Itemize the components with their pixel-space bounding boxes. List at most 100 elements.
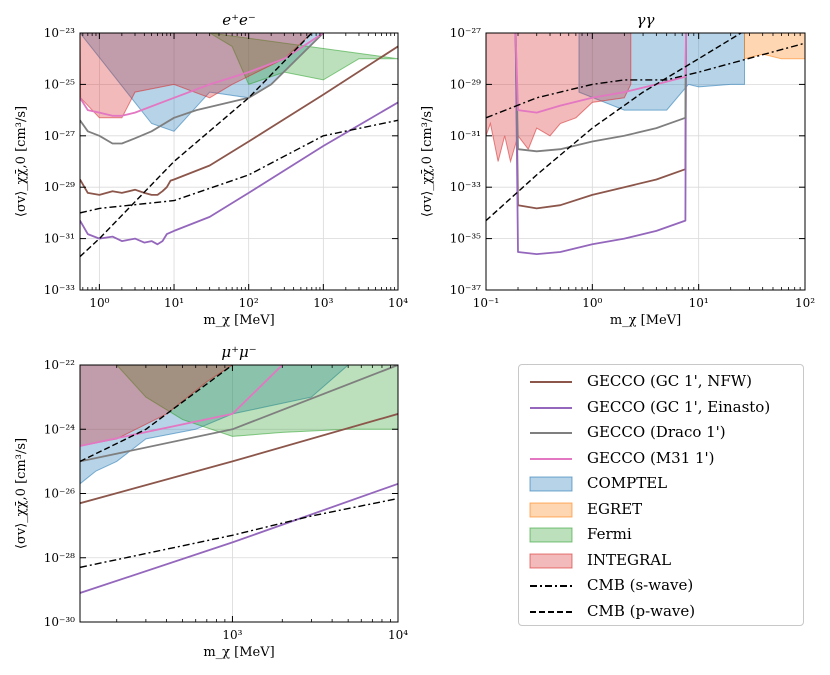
legend-label: COMPTEL — [587, 474, 668, 492]
legend-label: CMB (p-wave) — [587, 601, 696, 620]
legend-key — [529, 527, 573, 543]
legend: GECCO (GC 1', NFW) GECCO (GC 1', Einasto)… — [518, 364, 804, 626]
legend-label: GECCO (GC 1', Einasto) — [587, 397, 771, 416]
axes-frame — [79, 32, 399, 291]
x-axis-label: m_χ [MeV] — [610, 313, 681, 328]
legend-key — [529, 451, 573, 467]
x-tick-label: 10² — [239, 296, 259, 310]
series-line — [80, 45, 398, 196]
minor-ticks — [517, 33, 801, 290]
legend-item: GECCO (GC 1', Einasto) — [519, 395, 803, 421]
legend-item: COMPTEL — [519, 471, 803, 497]
series-line — [514, 33, 687, 114]
x-tick-label: 10³ — [222, 628, 242, 642]
band-comptel — [80, 365, 349, 485]
legend-label: INTEGRAL — [587, 550, 672, 569]
legend-label: Fermi — [587, 525, 632, 543]
y-tick-label: 10⁻²³ — [44, 26, 75, 40]
panel-1: 10⁰ 10¹ 10² 10³ 10⁴ 10⁻³³ 10⁻³¹ 10⁻²⁹ 10⁻²⁷ 10⁻²⁵… — [14, 11, 408, 328]
x-axis-label: m_χ [MeV] — [203, 313, 274, 328]
y-tick-label: 10⁻³¹ — [44, 232, 75, 246]
x-tick-label: 10⁰ — [582, 296, 602, 310]
series-line — [80, 482, 398, 594]
legend-key — [529, 400, 573, 416]
y-tick-label: 10⁻³¹ — [450, 129, 481, 143]
y-tick-label: 10⁻³⁷ — [450, 283, 481, 297]
legend-key — [529, 553, 573, 569]
y-tick-label: 10⁻²⁷ — [450, 26, 481, 40]
series-line — [514, 33, 687, 153]
legend-label: GECCO (M31 1') — [587, 448, 715, 467]
series-line — [80, 497, 398, 569]
band-integral — [486, 33, 632, 164]
panel-title: γγ — [637, 11, 655, 29]
legend-key — [529, 476, 573, 492]
axes-frame — [485, 32, 806, 291]
y-tick-label: 10⁻³⁵ — [450, 232, 481, 246]
x-tick-label: 10⁻¹ — [473, 296, 499, 310]
legend-key — [529, 425, 573, 441]
legend-label: GECCO (GC 1', NFW) — [587, 372, 753, 390]
series-line — [486, 33, 742, 222]
series-line — [80, 33, 324, 145]
minor-ticks — [116, 365, 391, 622]
panel-title: μ⁺μ⁻ — [221, 343, 256, 361]
y-axis-label: ⟨σv⟩_χχ̄,0 [cm³/s] — [14, 438, 29, 549]
y-axis-label: ⟨σv⟩_χχ̄,0 [cm³/s] — [14, 106, 29, 217]
panel-2: 10⁻¹ 10⁰ 10¹ 10² 10⁻³⁷ 10⁻³⁵ 10⁻³³ 10⁻³¹ 10⁻²⁹ 10… — [420, 11, 815, 328]
y-tick-label: 10⁻²⁴ — [44, 422, 75, 436]
y-tick-label: 10⁻²⁹ — [44, 180, 75, 194]
legend-label: CMB (s-wave) — [587, 576, 694, 594]
legend-item: GECCO (GC 1', NFW) — [519, 369, 803, 395]
y-tick-label: 10⁻²² — [44, 358, 75, 372]
legend-item: GECCO (M31 1') — [519, 446, 803, 472]
series-line — [80, 101, 398, 246]
series-line — [80, 365, 283, 447]
band-egret — [744, 33, 805, 60]
legend-key — [529, 502, 573, 518]
legend-item: INTEGRAL — [519, 548, 803, 574]
series-line — [80, 33, 313, 258]
x-tick-label: 10¹ — [689, 296, 709, 310]
y-tick-label: 10⁻²⁷ — [44, 129, 75, 143]
y-tick-label: 10⁻²⁶ — [44, 487, 75, 501]
series-line — [514, 33, 687, 210]
series-line — [80, 119, 398, 214]
series-line — [80, 33, 324, 117]
panel-title: e⁺e⁻ — [222, 11, 256, 29]
band-fermi — [116, 365, 398, 437]
x-tick-label: 10⁴ — [388, 296, 408, 310]
y-axis-label: ⟨σv⟩_χχ̄,0 [cm³/s] — [420, 106, 435, 217]
legend-item: CMB (p-wave) — [519, 599, 803, 625]
y-tick-label: 10⁻³⁰ — [44, 615, 75, 629]
plot-area — [80, 365, 398, 594]
panel-3: 10³ 10⁴ 10⁻³⁰ 10⁻²⁸ 10⁻²⁶ 10⁻²⁴ 10⁻²² μ⁺μ⁻ m_χ [… — [14, 343, 408, 660]
legend-label: GECCO (Draco 1') — [587, 423, 726, 441]
x-tick-label: 10⁰ — [89, 296, 109, 310]
series-line — [514, 33, 687, 256]
y-tick-label: 10⁻³³ — [44, 283, 75, 297]
series-line — [80, 413, 398, 505]
x-axis-label: m_χ [MeV] — [203, 645, 274, 660]
legend-key — [529, 578, 573, 594]
x-tick-label: 10⁴ — [388, 628, 408, 642]
legend-item: GECCO (Draco 1') — [519, 420, 803, 446]
plot-area — [80, 33, 398, 258]
y-tick-label: 10⁻²⁵ — [44, 77, 75, 91]
legend-item: Fermi — [519, 522, 803, 548]
y-tick-label: 10⁻³³ — [450, 180, 481, 194]
series-line — [80, 365, 398, 463]
x-tick-label: 10² — [795, 296, 815, 310]
y-tick-label: 10⁻²⁹ — [450, 77, 481, 91]
band-fermi — [209, 33, 398, 86]
legend-item: CMB (s-wave) — [519, 573, 803, 599]
legend-key — [529, 604, 573, 620]
plot-area — [486, 33, 805, 256]
legend-item: EGRET — [519, 497, 803, 523]
legend-label: EGRET — [587, 499, 643, 518]
series-line — [80, 365, 233, 463]
x-tick-label: 10¹ — [164, 296, 184, 310]
legend-key — [529, 374, 573, 390]
y-tick-label: 10⁻²⁸ — [44, 551, 75, 565]
